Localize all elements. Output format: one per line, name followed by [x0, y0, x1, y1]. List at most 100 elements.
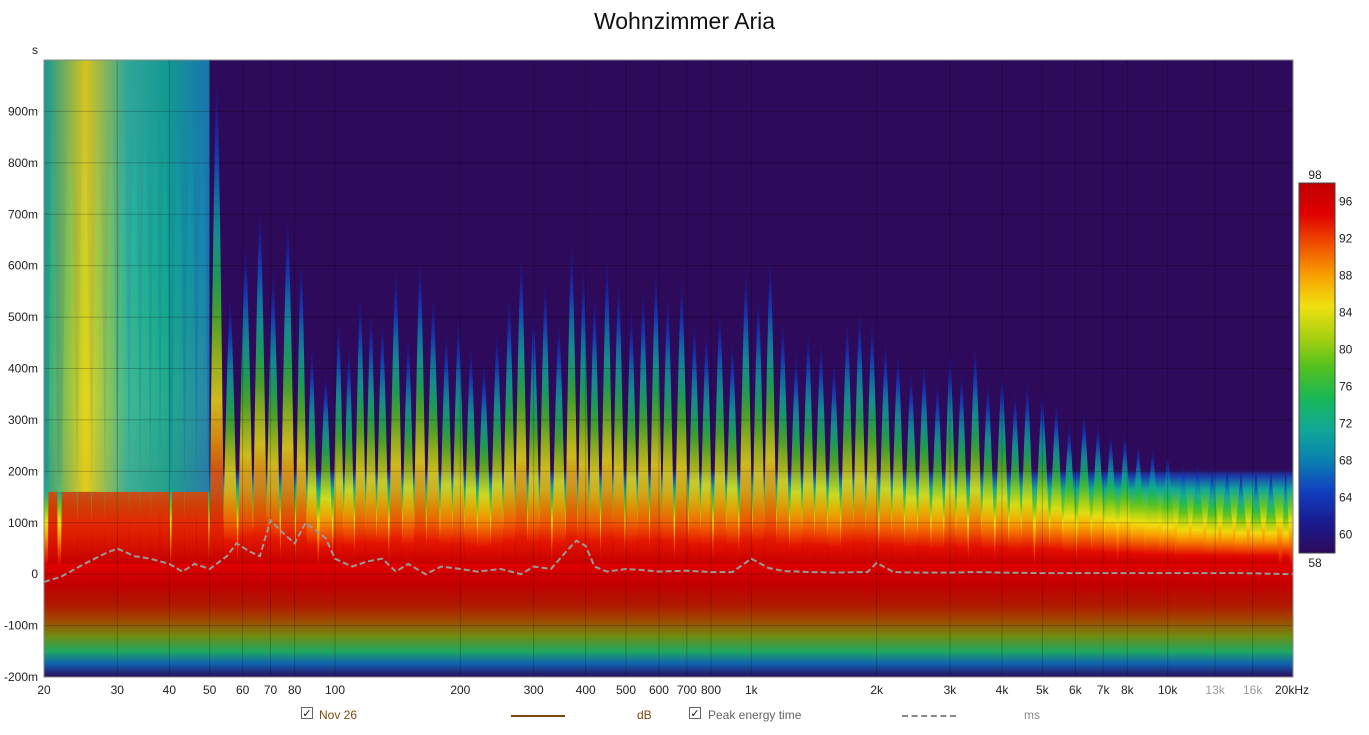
colorbar-tick-label: 76 — [1339, 380, 1353, 394]
legend-peak-energy-time-label: Peak energy time — [708, 708, 802, 722]
decay-ridge — [1204, 466, 1221, 564]
decay-ridge — [332, 317, 345, 564]
decay-ridge — [376, 317, 389, 564]
nov26-checkbox[interactable]: ✓ — [301, 707, 313, 720]
decay-ridge — [237, 240, 254, 564]
decay-ridge — [490, 327, 504, 564]
decay-ridge — [252, 204, 268, 564]
peak-energy-time-line — [43, 518, 1294, 583]
decay-ridge — [464, 342, 478, 564]
decay-ridge — [306, 342, 318, 564]
x-tick-label: 70 — [264, 683, 278, 697]
decay-ridge — [763, 255, 777, 564]
decay-ridge — [538, 276, 552, 564]
y-tick-label: 400m — [8, 362, 38, 376]
x-tick-label: 400 — [576, 683, 596, 697]
colorbar-tick-label: 80 — [1339, 343, 1353, 357]
decay-ridge — [1062, 419, 1077, 564]
decay-ridge — [389, 265, 403, 564]
decay-ridge — [943, 347, 957, 564]
decay-ridge — [1049, 399, 1064, 564]
legend-peak-energy-time-unit: ms — [1024, 708, 1040, 722]
x-tick-label: 7k — [1097, 683, 1111, 697]
decay-ridge — [865, 317, 879, 564]
decay-ridge — [917, 358, 932, 564]
decay-ridge — [624, 306, 638, 564]
decay-ridge — [687, 317, 701, 564]
plot-frame — [43, 59, 1294, 678]
x-tick-label: 200 — [450, 683, 470, 697]
decay-ridge — [451, 317, 466, 564]
colorbar-tick-label: 64 — [1339, 491, 1353, 505]
y-tick-label: -200m — [4, 670, 38, 684]
decay-ridge — [1076, 409, 1092, 564]
x-tick-label: 700 — [677, 683, 697, 697]
decay-ridge — [1262, 471, 1279, 564]
decay-ridge — [343, 342, 355, 564]
chart-title: Wohnzimmer Aria — [593, 8, 776, 34]
x-tick-label: 2k — [870, 683, 884, 697]
colorbar-tick-label: 58 — [1308, 556, 1322, 570]
decay-ridge — [1144, 445, 1161, 564]
decay-ridge — [565, 240, 579, 564]
check-icon: ✓ — [690, 708, 700, 720]
decay-ridge — [401, 332, 415, 564]
decay-ridge — [354, 291, 367, 564]
decay-ridge — [1008, 389, 1022, 564]
decay-ridge — [814, 337, 828, 564]
decay-ridge — [1189, 461, 1206, 564]
colorbar-tick-label: 96 — [1339, 195, 1353, 209]
decay-ridge — [699, 327, 713, 564]
decay-ridge — [600, 255, 614, 564]
y-tick-label: 0 — [31, 567, 38, 581]
plot-area[interactable] — [44, 60, 1293, 677]
decay-ridge — [636, 286, 650, 564]
decay-ridge — [1219, 466, 1235, 564]
colorbar-scale — [1298, 182, 1336, 554]
decay-ridge — [649, 265, 663, 564]
x-tick-label: 20 — [37, 683, 51, 697]
x-tick-label: 60 — [236, 683, 250, 697]
decay-ridge — [789, 347, 803, 564]
legend-nov26-swatch — [511, 715, 565, 717]
x-tick-label: 30 — [111, 683, 125, 697]
y-tick-label: 600m — [8, 259, 38, 273]
decay-ridge — [1117, 430, 1133, 564]
decay-ridge — [775, 317, 790, 564]
decay-ridge — [674, 276, 689, 564]
decay-ridge — [878, 337, 893, 564]
x-tick-label: 600 — [649, 683, 669, 697]
decay-ridge — [840, 317, 855, 564]
decay-ridge — [738, 265, 753, 564]
decay-ridge — [852, 306, 867, 564]
legend: ✓ Nov 26 dB ✓ Peak energy time ms — [0, 705, 1369, 727]
decay-ridge — [1281, 471, 1290, 564]
peak-energy-time-checkbox[interactable]: ✓ — [689, 707, 701, 720]
spectrogram-chart: s 900m 800m 700m 600m 500m 400m 300m 200m 100m 0 -1… — [4, 43, 1353, 697]
x-tick-label: 80 — [288, 683, 302, 697]
decay-ridge — [1090, 419, 1105, 564]
peak-energy-curve-layer — [43, 518, 1294, 583]
y-tick-label: 200m — [8, 464, 38, 478]
decay-ridge — [514, 250, 528, 564]
y-tick-label: -100m — [4, 619, 38, 633]
y-tick-label: 700m — [8, 207, 38, 221]
decay-ridge — [502, 291, 516, 564]
decay-ridge — [968, 342, 983, 564]
legend-nov26-label: Nov 26 — [319, 708, 358, 722]
x-tick-label: 13k — [1205, 683, 1225, 697]
decay-ridge — [904, 368, 919, 564]
decay-ridge — [1175, 461, 1192, 564]
x-tick-label: 3k — [944, 683, 958, 697]
decay-ridge — [1103, 430, 1118, 564]
x-tick-label: 5k — [1036, 683, 1050, 697]
y-tick-label: 300m — [8, 413, 38, 427]
decay-ridge — [222, 291, 238, 564]
decay-ridge — [1233, 471, 1249, 564]
y-tick-label: 100m — [8, 516, 38, 530]
decay-ridge — [1159, 450, 1176, 564]
x-tick-label: 500 — [616, 683, 636, 697]
decay-ridge — [280, 214, 296, 564]
decay-ridge — [527, 306, 541, 564]
decay-ridge — [994, 368, 1010, 564]
